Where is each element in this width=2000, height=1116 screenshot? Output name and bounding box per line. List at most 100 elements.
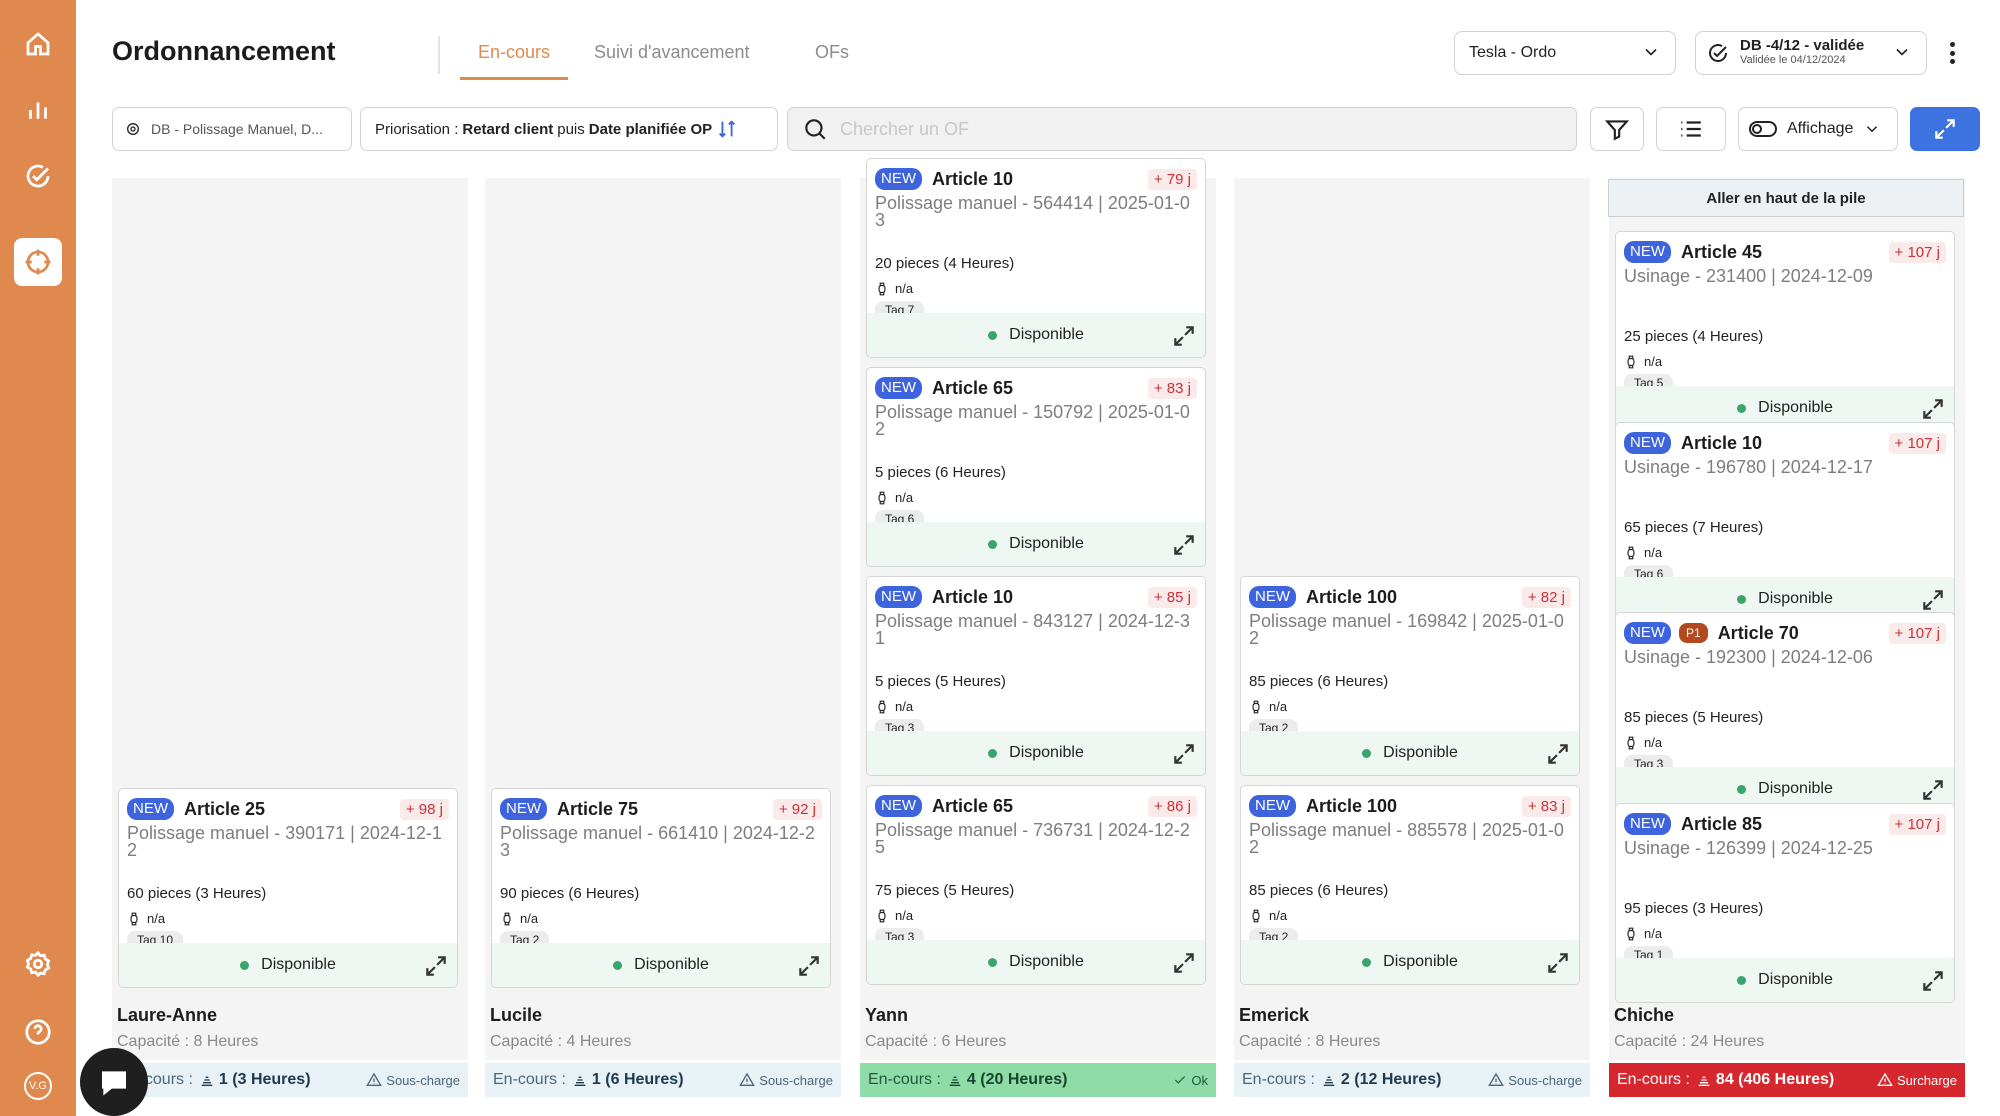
expand-icon[interactable] (1920, 777, 1946, 803)
check-circle-icon[interactable] (14, 152, 62, 200)
pieces-label: 5 pieces (5 Heures) (875, 673, 1006, 690)
of-card[interactable]: NEW Article 100 + 82 j Polissage manuel - 1… (1240, 576, 1580, 776)
machine-info: n/a (500, 911, 538, 926)
of-card[interactable]: NEW Article 100 + 83 j Polissage manuel - 8… (1240, 785, 1580, 985)
priority-badge: P1 (1679, 623, 1708, 643)
chat-button[interactable] (80, 1048, 148, 1116)
machine-info: n/a (875, 281, 913, 296)
availability-label: Disponible (1383, 953, 1458, 970)
capacity-label: Capacité : 6 Heures (865, 1033, 1007, 1050)
article-name: Article 75 (557, 798, 639, 819)
status-dot (988, 330, 998, 340)
encours-label: En-cours : (493, 1071, 566, 1088)
of-card[interactable]: NEW Article 85 + 107 j Usinage - 126399 | 2… (1615, 803, 1955, 1003)
watch-icon (500, 912, 514, 926)
new-badge: NEW (1624, 241, 1671, 263)
expand-icon[interactable] (1920, 396, 1946, 422)
watch-icon (127, 912, 141, 926)
tab-en-cours[interactable]: En-cours (460, 42, 569, 80)
watch-icon (875, 282, 889, 296)
load-bar: En-cours : 4 (20 Heures) Ok (860, 1063, 1216, 1097)
load-count: 2 (12 Heures) (1340, 1071, 1442, 1088)
status-dot (613, 960, 623, 970)
status-dot (1737, 403, 1747, 413)
expand-icon[interactable] (1171, 323, 1197, 349)
expand-icon[interactable] (1171, 532, 1197, 558)
delay-badge: + 86 j (1147, 795, 1197, 817)
load-status: Sous-charge (1488, 1072, 1582, 1088)
tab-suivi-avancement[interactable]: Suivi d'avancement (594, 42, 750, 62)
expand-icon[interactable] (1920, 587, 1946, 613)
operation-label: Polissage manuel - 169842 | 2025-01-02 (1249, 611, 1564, 648)
na-value: n/a (1644, 545, 1663, 560)
capacity-label: Capacité : 4 Heures (490, 1033, 632, 1050)
search-input[interactable] (840, 118, 1540, 140)
help-icon[interactable] (14, 1008, 62, 1056)
new-badge: NEW (1624, 813, 1671, 835)
watch-icon (875, 909, 889, 923)
delay-badge: + 85 j (1147, 586, 1197, 608)
settings-icon[interactable] (14, 940, 62, 988)
target-icon[interactable] (14, 238, 62, 286)
expand-icon[interactable] (1171, 741, 1197, 767)
operation-label: Polissage manuel - 843127 | 2024-12-31 (875, 611, 1190, 648)
check-icon (1173, 1073, 1187, 1087)
of-card[interactable]: NEW Article 75 + 92 j Polissage manuel - 66… (491, 788, 831, 988)
fullscreen-button[interactable] (1910, 107, 1980, 151)
affichage-select[interactable]: Affichage (1738, 107, 1898, 151)
watch-icon (1249, 700, 1263, 714)
na-value: n/a (520, 911, 539, 926)
new-badge: NEW (875, 377, 922, 399)
of-card[interactable]: NEW Article 65 + 83 j Polissage manuel - 15… (866, 367, 1206, 567)
load-status: Sous-charge (366, 1072, 460, 1088)
of-card[interactable]: NEW Article 25 + 98 j Polissage manuel - 39… (118, 788, 458, 988)
expand-icon[interactable] (1545, 741, 1571, 767)
expand-icon[interactable] (423, 953, 449, 979)
sort-icon (716, 118, 738, 140)
load-bar: En-cours : 84 (406 Heures) Surcharge (1609, 1063, 1965, 1097)
of-card[interactable]: NEW Article 65 + 86 j Polissage manuel - 73… (866, 785, 1206, 985)
chart-icon[interactable] (14, 86, 62, 134)
of-card[interactable]: NEW Article 10 + 79 j Polissage manuel - 56… (866, 158, 1206, 358)
more-menu-icon[interactable] (1944, 38, 1960, 68)
filter-chip[interactable]: DB - Polissage Manuel, D... (112, 107, 352, 151)
chat-icon (98, 1066, 130, 1098)
list-view-button[interactable] (1656, 107, 1726, 151)
sidebar: V.G (0, 0, 76, 1116)
home-icon[interactable] (14, 20, 62, 68)
load-count: 1 (3 Heures) (218, 1071, 311, 1088)
expand-icon[interactable] (1545, 950, 1571, 976)
of-card[interactable]: NEW P1 Article 70 + 107 j Usinage - 192300 |… (1615, 612, 1955, 812)
expand-icon[interactable] (796, 953, 822, 979)
pieces-label: 75 pieces (5 Heures) (875, 882, 1015, 899)
operation-label: Usinage - 196780 | 2024-12-17 (1624, 457, 1873, 477)
of-card[interactable]: NEW Article 10 + 107 j Usinage - 196780 | 2… (1615, 422, 1955, 622)
goto-top-button[interactable]: Aller en haut de la pile (1608, 179, 1964, 217)
pieces-label: 85 pieces (6 Heures) (1249, 882, 1389, 899)
filter-button[interactable] (1590, 107, 1644, 151)
na-value: n/a (1269, 699, 1288, 714)
warning-icon (1877, 1072, 1893, 1088)
availability-status: Disponible (867, 940, 1205, 984)
avatar[interactable]: V.G (24, 1072, 52, 1100)
expand-icon[interactable] (1171, 950, 1197, 976)
availability-label: Disponible (1758, 590, 1833, 607)
check-circle-icon (1706, 41, 1730, 65)
priorisation-chip[interactable]: Priorisation : Retard client puis Date p… (360, 107, 778, 151)
tab-ofs[interactable]: OFs (815, 42, 849, 62)
load-status: Ok (1173, 1073, 1208, 1088)
load-status: Sous-charge (739, 1072, 833, 1088)
availability-label: Disponible (261, 956, 336, 973)
line-select[interactable]: Tesla - Ordo (1454, 31, 1676, 75)
db-select[interactable]: DB -4/12 - validée Validée le 04/12/2024 (1695, 31, 1927, 75)
search-field[interactable] (787, 107, 1577, 151)
watch-icon (1624, 736, 1638, 750)
expand-icon[interactable] (1920, 968, 1946, 994)
search-icon (802, 116, 828, 142)
of-card[interactable]: NEW Article 45 + 107 j Usinage - 231400 | 2… (1615, 231, 1955, 431)
operation-label: Usinage - 126399 | 2024-12-25 (1624, 838, 1873, 858)
prio-primary: Retard client (462, 120, 554, 138)
card-header: NEW Article 10 + 79 j (875, 167, 1197, 191)
of-card[interactable]: NEW Article 10 + 85 j Polissage manuel - 84… (866, 576, 1206, 776)
affichage-label: Affichage (1787, 120, 1854, 137)
